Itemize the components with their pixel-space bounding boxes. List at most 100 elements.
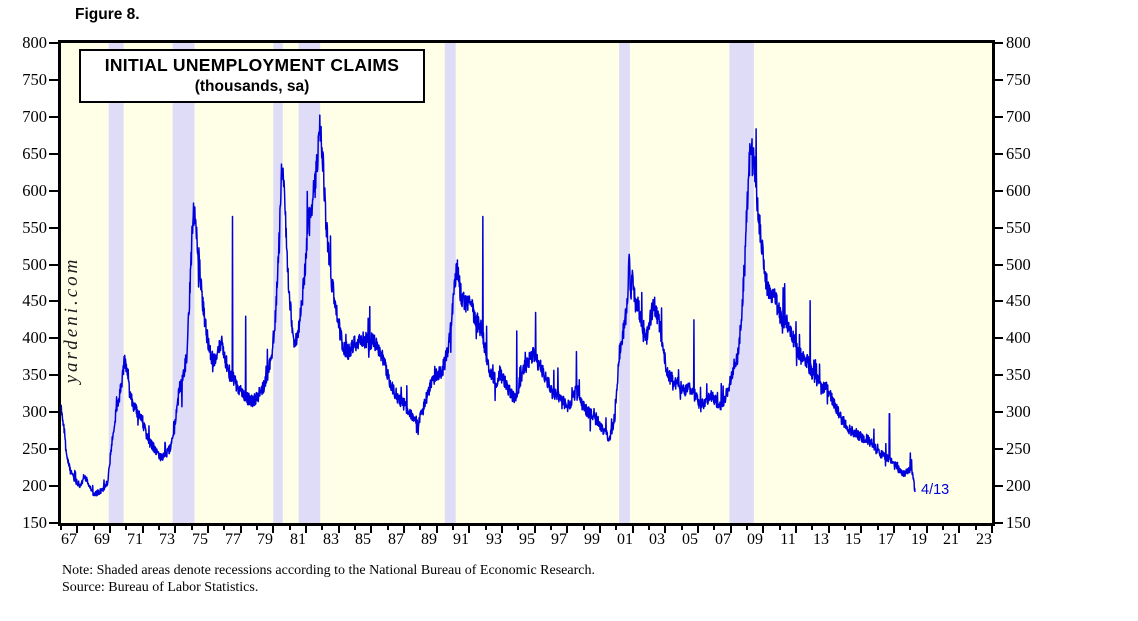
y-axis-label-left: 750: [22, 70, 47, 89]
recession-band: [108, 43, 124, 523]
x-axis-label: 67: [61, 531, 77, 548]
y-axis-tick-right: [994, 264, 1003, 266]
x-axis-tick: [93, 524, 95, 530]
x-axis-tick: [370, 524, 372, 533]
x-axis-label: 71: [127, 531, 143, 548]
y-axis-label-left: 600: [22, 181, 47, 200]
x-axis-tick: [991, 524, 993, 533]
recession-band: [619, 43, 630, 523]
x-axis-tick: [811, 524, 813, 530]
x-axis-label: 83: [323, 531, 339, 548]
x-axis-label: 87: [388, 531, 404, 548]
x-axis-tick: [272, 524, 274, 533]
x-axis-tick: [403, 524, 405, 533]
x-axis-label: 23: [976, 531, 992, 548]
y-axis-label-right: 200: [1006, 476, 1031, 495]
unemployment-claims-line: [61, 114, 916, 497]
x-axis-tick: [321, 524, 323, 530]
x-axis-tick: [860, 524, 862, 533]
x-axis-tick: [354, 524, 356, 530]
recession-band: [444, 43, 456, 523]
y-axis-tick-left: [49, 300, 58, 302]
x-axis-tick: [142, 524, 144, 533]
x-axis-tick: [926, 524, 928, 533]
x-axis-label: 01: [617, 531, 633, 548]
x-axis-label: 75: [192, 531, 208, 548]
x-axis-tick: [109, 524, 111, 533]
x-axis-label: 69: [94, 531, 110, 548]
y-axis-label-right: 450: [1006, 291, 1031, 310]
y-axis-tick-right: [994, 79, 1003, 81]
y-axis-tick-left: [49, 485, 58, 487]
y-axis-label-left: 150: [22, 513, 47, 532]
x-axis-tick: [76, 524, 78, 533]
y-axis-tick-left: [49, 448, 58, 450]
x-axis-tick: [615, 524, 617, 530]
y-axis-tick-left: [49, 153, 58, 155]
y-axis-label-left: 500: [22, 255, 47, 274]
x-axis-label: 99: [584, 531, 600, 548]
x-axis-label: 93: [486, 531, 502, 548]
y-axis-tick-right: [994, 116, 1003, 118]
x-axis-tick: [550, 524, 552, 530]
x-axis-label: 81: [290, 531, 306, 548]
x-axis-tick: [158, 524, 160, 530]
x-axis-label: 13: [813, 531, 829, 548]
x-axis-tick: [681, 524, 683, 530]
x-axis-tick: [942, 524, 944, 530]
y-axis-label-left: 300: [22, 402, 47, 421]
chart-subtitle: (thousands, sa): [194, 77, 310, 95]
source-note: Source: Bureau of Labor Statistics.: [62, 579, 259, 595]
y-axis-label-left: 450: [22, 291, 47, 310]
y-axis-tick-left: [49, 337, 58, 339]
y-axis-label-right: 500: [1006, 255, 1031, 274]
y-axis-label-right: 700: [1006, 107, 1031, 126]
x-axis-label: 91: [453, 531, 469, 548]
x-axis-tick: [223, 524, 225, 530]
x-axis-label: 03: [649, 531, 665, 548]
y-axis-tick-right: [994, 227, 1003, 229]
y-axis-tick-left: [49, 374, 58, 376]
x-axis-label: 11: [780, 531, 796, 548]
y-axis-tick-right: [994, 448, 1003, 450]
y-axis-tick-left: [49, 411, 58, 413]
y-axis-label-left: 350: [22, 365, 47, 384]
x-axis-label: 85: [355, 531, 371, 548]
x-axis-tick: [844, 524, 846, 530]
claims-line-chart: [61, 43, 916, 523]
x-axis-tick: [746, 524, 748, 530]
x-axis-label: 19: [911, 531, 927, 548]
x-axis-tick: [240, 524, 242, 533]
yardeni-watermark: yardeni.com: [61, 256, 82, 384]
x-axis-label: 05: [682, 531, 698, 548]
x-axis-tick: [762, 524, 764, 533]
footnotes: Note: Shaded areas denote recessions acc…: [62, 563, 595, 596]
y-axis-label-right: 800: [1006, 33, 1031, 52]
y-axis-label-left: 200: [22, 476, 47, 495]
x-axis-tick: [583, 524, 585, 530]
y-axis-tick-left: [49, 42, 58, 44]
x-axis-tick: [795, 524, 797, 533]
x-axis-label: 97: [551, 531, 567, 548]
x-axis-label: 77: [225, 531, 241, 548]
y-axis-tick-right: [994, 153, 1003, 155]
y-axis-tick-right: [994, 522, 1003, 524]
y-axis-label-right: 150: [1006, 513, 1031, 532]
x-axis-tick: [207, 524, 209, 533]
x-axis-tick: [877, 524, 879, 530]
y-axis-tick-right: [994, 374, 1003, 376]
y-axis-tick-left: [49, 79, 58, 81]
recession-band: [172, 43, 195, 523]
y-axis-tick-right: [994, 411, 1003, 413]
x-axis-tick: [909, 524, 911, 530]
y-axis-label-left: 550: [22, 218, 47, 237]
x-axis-tick: [485, 524, 487, 530]
y-axis-tick-left: [49, 190, 58, 192]
y-axis-label-right: 250: [1006, 439, 1031, 458]
y-axis-tick-right: [994, 485, 1003, 487]
x-axis-label: 15: [845, 531, 861, 548]
x-axis-tick: [419, 524, 421, 530]
x-axis-label: 17: [878, 531, 894, 548]
x-axis-tick: [436, 524, 438, 533]
x-axis-tick: [632, 524, 634, 533]
